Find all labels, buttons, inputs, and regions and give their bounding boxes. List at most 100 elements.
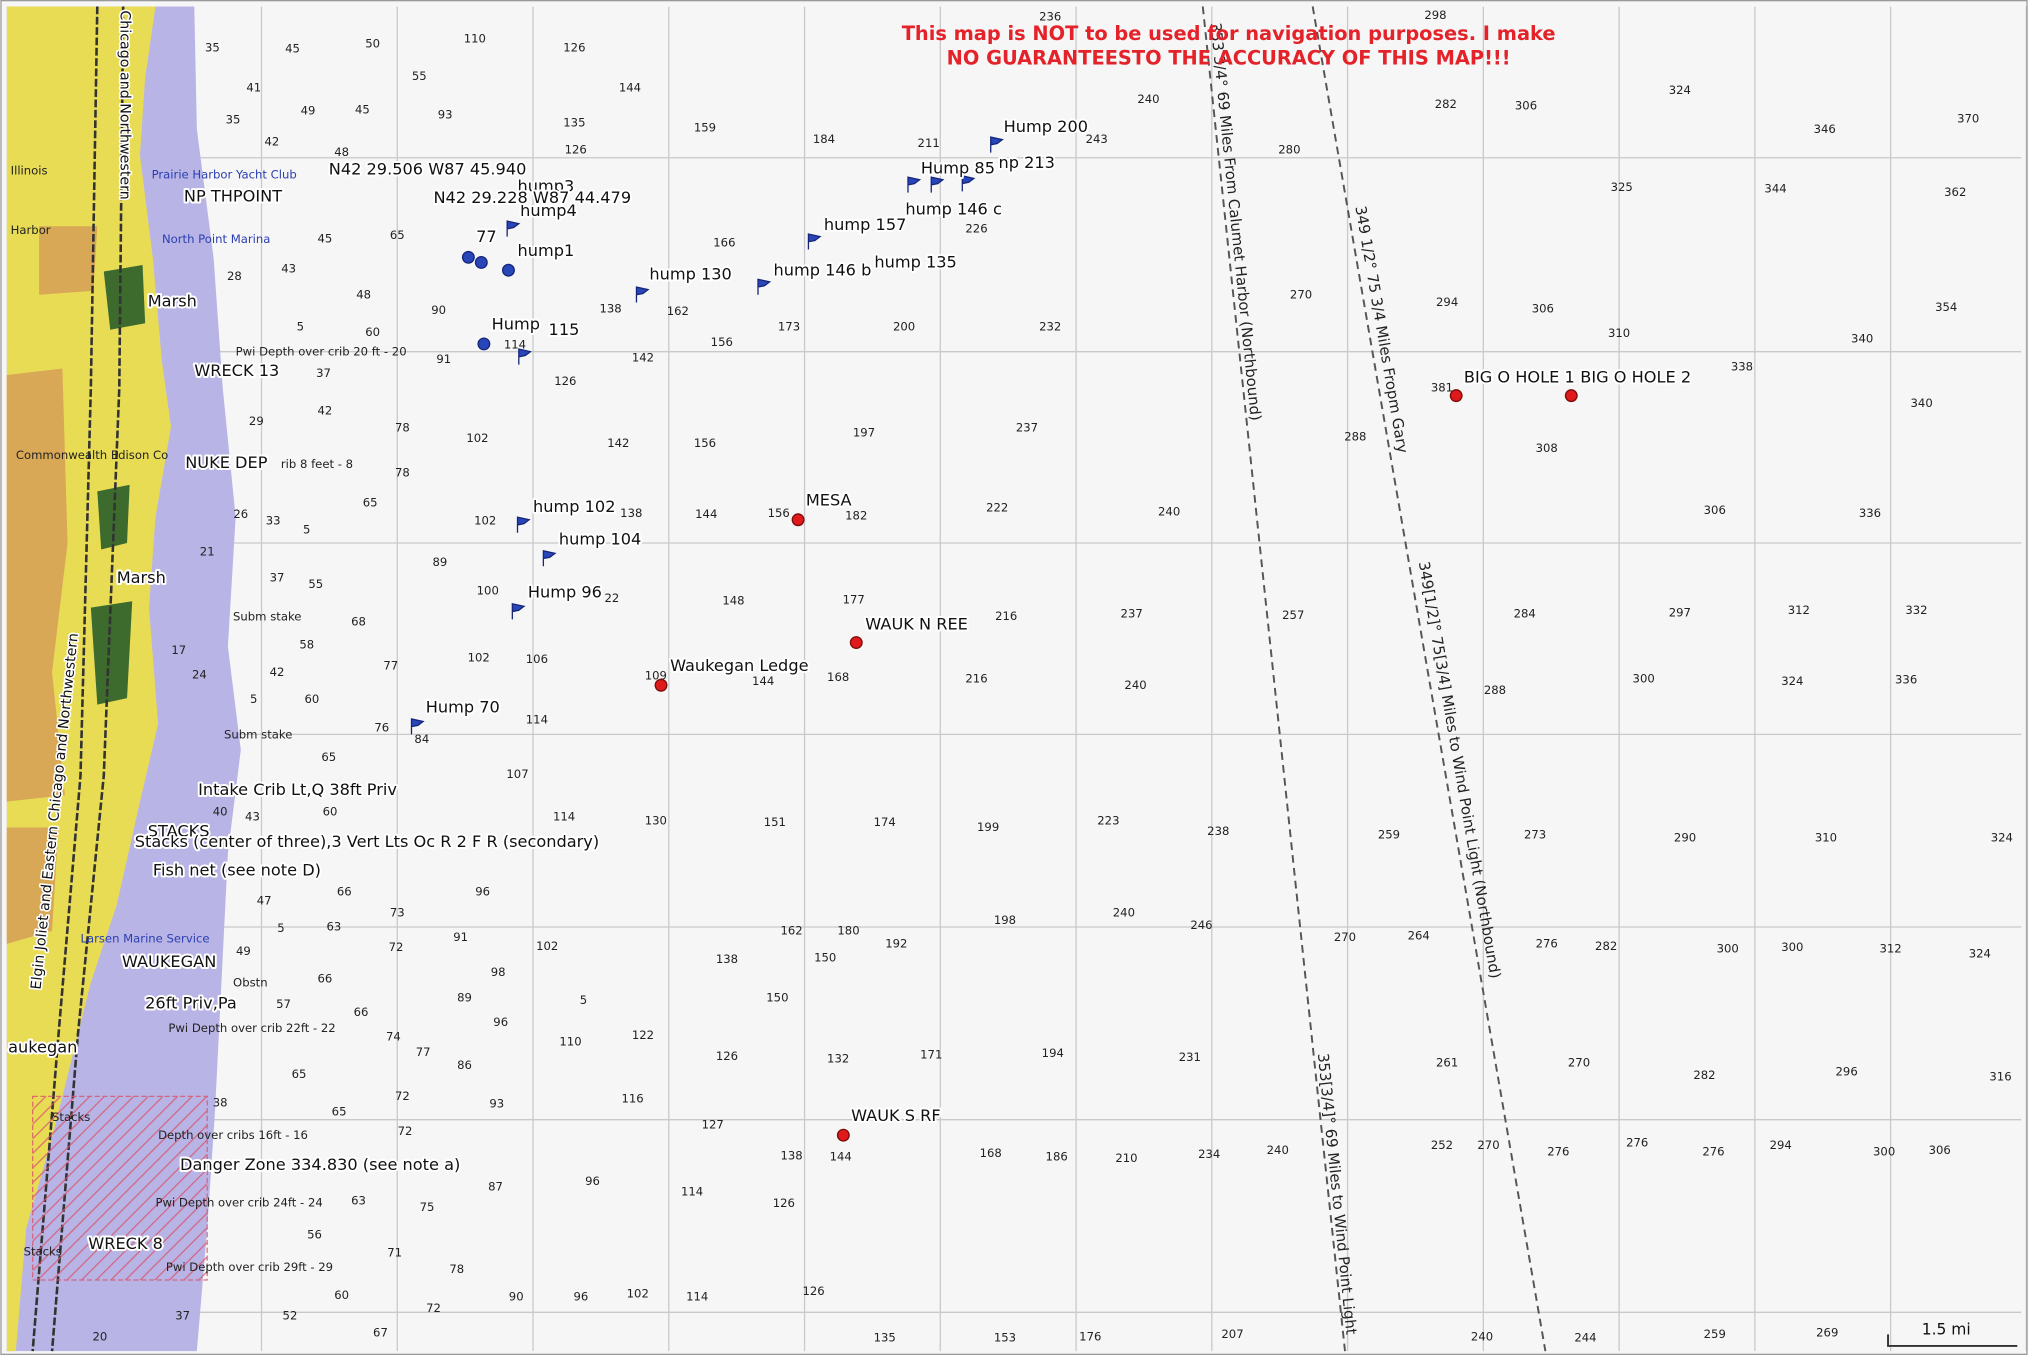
sounding: 336 — [1859, 506, 1881, 520]
sounding: 240 — [1471, 1329, 1493, 1343]
sounding: 65 — [332, 1104, 347, 1118]
sounding: 48 — [334, 145, 349, 159]
sounding: 5 — [297, 320, 304, 334]
sounding: 126 — [802, 1284, 824, 1298]
sounding: 184 — [813, 132, 835, 146]
sounding: 75 — [420, 1200, 435, 1214]
feature-label: NUKE DEP — [185, 453, 267, 472]
feature-label: 26ft Priv,Pa — [145, 993, 237, 1012]
sounding: 135 — [874, 1331, 896, 1345]
sounding: 168 — [980, 1146, 1002, 1160]
sounding: 52 — [283, 1309, 298, 1323]
sounding: 171 — [920, 1048, 942, 1062]
waypoint-pin — [849, 636, 863, 650]
urban-area — [6, 368, 68, 802]
scale-label: 1.5 mi — [1922, 1320, 1971, 1338]
sounding: 126 — [563, 40, 585, 54]
sounding: 65 — [363, 495, 378, 509]
sounding: 182 — [845, 508, 867, 522]
sounding: 300 — [1781, 940, 1803, 954]
sounding: 126 — [773, 1196, 795, 1210]
sounding: 93 — [438, 108, 453, 122]
feature-label: Pwi Depth over crib 22ft - 22 — [168, 1021, 335, 1035]
sounding: 276 — [1536, 936, 1558, 950]
sounding: 312 — [1788, 603, 1810, 617]
sounding: 197 — [853, 426, 875, 440]
sounding: 144 — [619, 80, 641, 94]
sounding: 240 — [1137, 92, 1159, 106]
sounding: 211 — [918, 136, 940, 150]
sounding: 306 — [1532, 302, 1554, 316]
waypoint-label: Waukegan Ledge — [670, 656, 809, 675]
sounding: 324 — [1969, 947, 1991, 961]
sounding: 194 — [1042, 1046, 1064, 1060]
sounding: 5 — [250, 692, 257, 706]
sounding: 298 — [1424, 8, 1446, 22]
sounding: 336 — [1895, 673, 1917, 687]
sounding: 91 — [436, 352, 451, 366]
sounding: 41 — [246, 80, 261, 94]
sounding: 78 — [395, 420, 410, 434]
sounding: 306 — [1515, 99, 1537, 113]
sounding: 43 — [281, 261, 296, 275]
sounding: 324 — [1781, 674, 1803, 688]
waypoint-label: hump 102 — [533, 497, 615, 516]
sounding: 55 — [308, 577, 323, 591]
feature-label: Harbor — [11, 223, 51, 237]
sounding: 316 — [1989, 1070, 2011, 1084]
waypoint-flag — [542, 549, 557, 567]
sounding: 308 — [1536, 441, 1558, 455]
marsh — [90, 601, 133, 705]
feature-label: rib 8 feet - 8 — [281, 457, 353, 471]
sounding: 142 — [632, 351, 654, 365]
sounding: 162 — [781, 923, 803, 937]
sounding: 57 — [276, 997, 291, 1011]
sounding: 144 — [830, 1150, 852, 1164]
sounding: 354 — [1935, 300, 1957, 314]
sounding: 114 — [681, 1185, 703, 1199]
sounding: 5 — [303, 523, 310, 537]
sounding: 5 — [277, 921, 284, 935]
sounding: 102 — [474, 514, 496, 528]
sounding: 199 — [977, 820, 999, 834]
waypoint-label: hump 130 — [649, 264, 731, 283]
feature-label: Depth over cribs 16ft - 16 — [158, 1128, 308, 1142]
waypoint-dot — [477, 337, 491, 351]
sounding: 240 — [1267, 1143, 1289, 1157]
sounding: 288 — [1484, 683, 1506, 697]
sounding: 223 — [1097, 814, 1119, 828]
sounding: 45 — [355, 102, 370, 116]
sounding: 240 — [1124, 678, 1146, 692]
sounding: 56 — [307, 1227, 322, 1241]
sounding: 29 — [249, 414, 264, 428]
feature-label: Stacks (center of three),3 Vert Lts Oc R… — [135, 832, 599, 851]
sounding: 21 — [200, 545, 215, 559]
sounding: 142 — [607, 436, 629, 450]
warning: NO GUARANTEESTO THE ACCURACY OF THIS MAP… — [947, 47, 1511, 70]
sounding: 156 — [694, 436, 716, 450]
sounding: 102 — [468, 651, 490, 665]
sounding: 340 — [1911, 396, 1933, 410]
sounding: 362 — [1944, 185, 1966, 199]
sounding: 107 — [506, 767, 528, 781]
sounding: 35 — [205, 40, 220, 54]
sounding: 231 — [1179, 1050, 1201, 1064]
sounding: 168 — [827, 670, 849, 684]
feature-label: Pwi Depth over crib 24ft - 24 — [155, 1195, 322, 1209]
sounding: 122 — [632, 1028, 654, 1042]
sounding: 156 — [768, 506, 790, 520]
sounding: 49 — [236, 944, 251, 958]
sounding: 276 — [1702, 1145, 1724, 1159]
sounding: 310 — [1815, 830, 1837, 844]
feature-label: Stacks — [52, 1110, 90, 1124]
sounding: 259 — [1378, 828, 1400, 842]
sounding: 49 — [301, 104, 316, 118]
sounding: 33 — [266, 514, 281, 528]
feature-label: Pwi Depth over crib 20 ft - 20 — [236, 345, 407, 359]
sounding: 37 — [316, 366, 331, 380]
sounding: 96 — [585, 1174, 600, 1188]
feature-label: aukegan — [8, 1037, 77, 1056]
sounding: 198 — [994, 913, 1016, 927]
